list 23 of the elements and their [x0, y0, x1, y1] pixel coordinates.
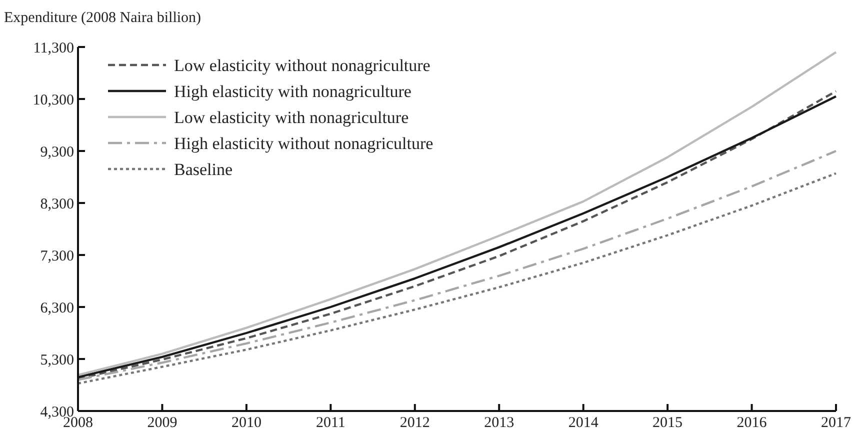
x-tick-label: 2010 — [231, 415, 262, 431]
x-tick-label: 2014 — [568, 415, 599, 431]
x-tick-label: 2011 — [316, 415, 346, 431]
y-tick-label: 5,300 — [40, 352, 74, 368]
x-tick-label: 2008 — [63, 415, 93, 431]
x-tick-label: 2012 — [400, 415, 430, 431]
x-tick-label: 2015 — [652, 415, 683, 431]
y-tick-label: 8,300 — [40, 196, 74, 212]
y-tick-label: 7,300 — [40, 248, 74, 264]
y-tick-label: 6,300 — [40, 300, 74, 316]
x-tick-label: 2017 — [821, 415, 852, 431]
legend-label: Low elasticity with nonagriculture — [174, 108, 409, 127]
y-tick-label: 9,300 — [40, 144, 74, 160]
x-tick-label: 2009 — [147, 415, 178, 431]
y-tick-label: 11,300 — [33, 40, 74, 56]
y-tick-label: 10,300 — [32, 92, 74, 108]
legend-label: Baseline — [174, 160, 233, 179]
legend-label: High elasticity with nonagriculture — [174, 82, 412, 101]
legend-label: Low elasticity without nonagriculture — [174, 56, 430, 75]
x-tick-label: 2016 — [736, 415, 768, 431]
x-tick-label: 2013 — [484, 415, 514, 431]
y-axis-title: Expenditure (2008 Naira billion) — [4, 10, 202, 26]
legend-label: High elasticity without nonagriculture — [174, 134, 434, 153]
